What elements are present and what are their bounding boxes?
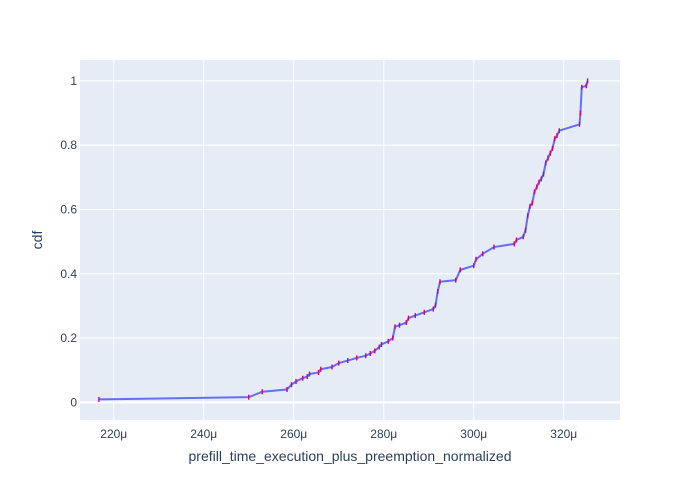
series-layer [98, 78, 589, 402]
x-tick-labels: 220μ 240μ 260μ 280μ 300μ 320μ [100, 427, 577, 441]
y-tick-labels: 0 0.2 0.4 0.6 0.8 1 [60, 74, 77, 409]
x-tick-label: 220μ [100, 427, 127, 441]
y-tick-label: 0.2 [60, 331, 77, 345]
plot-background [80, 60, 620, 420]
y-tick-label: 0.8 [60, 138, 77, 152]
x-axis-title: prefill_time_execution_plus_preemption_n… [189, 448, 512, 464]
y-tick-label: 0.4 [60, 267, 77, 281]
y-tick-label: 0.6 [60, 202, 77, 216]
x-tick-label: 260μ [280, 427, 307, 441]
x-tick-label: 320μ [550, 427, 577, 441]
x-tick-label: 300μ [460, 427, 487, 441]
y-tick-label: 1 [70, 74, 77, 88]
x-tick-label: 280μ [370, 427, 397, 441]
x-gridlines [113, 60, 565, 420]
y-axis-title: cdf [29, 231, 45, 250]
x-tick-label: 240μ [190, 427, 217, 441]
y-tick-label: 0 [70, 395, 77, 409]
